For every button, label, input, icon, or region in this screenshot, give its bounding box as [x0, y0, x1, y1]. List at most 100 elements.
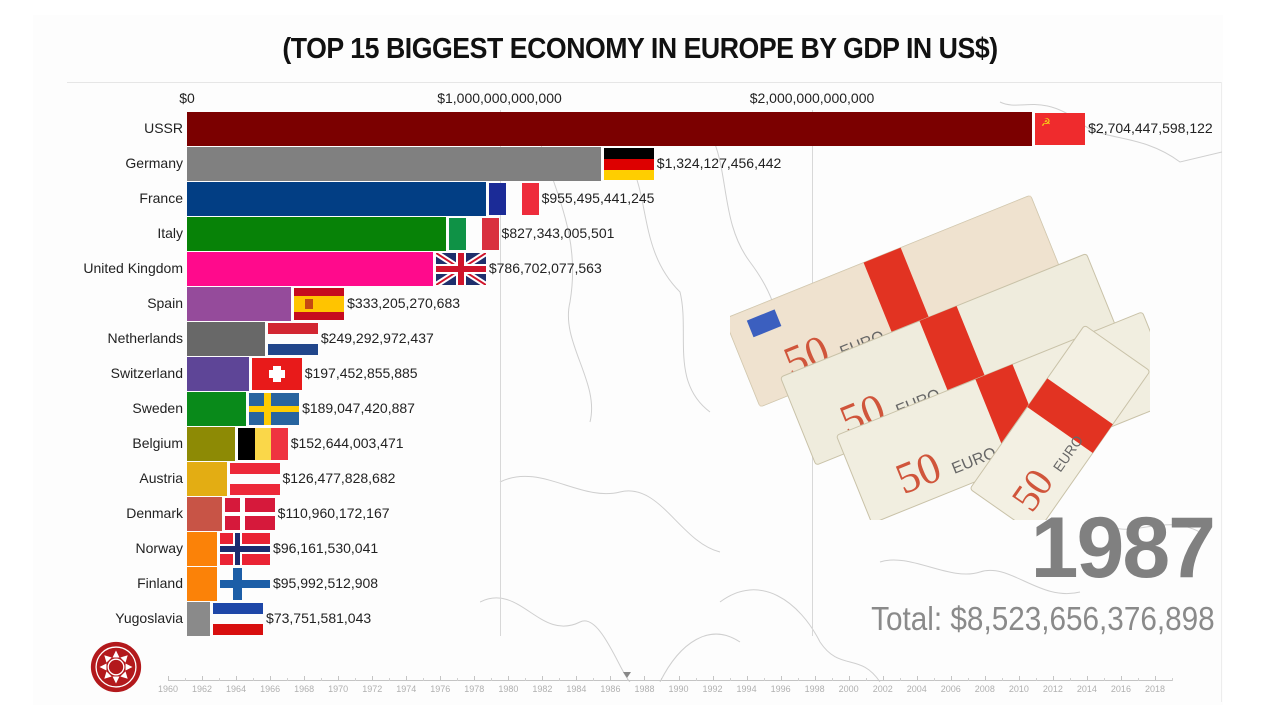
timeline-year-label[interactable]: 1962 [192, 684, 213, 694]
timeline-year-label[interactable]: 2018 [1144, 684, 1165, 694]
value-label: $827,343,005,501 [501, 225, 615, 241]
bar [187, 147, 601, 181]
spain-flag-icon [294, 288, 345, 320]
italy-flag-icon [448, 218, 499, 250]
bar-row-belgium: Belgium $152,644,003,471 [0, 427, 1280, 461]
timeline-year-label[interactable]: 1978 [464, 684, 485, 694]
bar [187, 602, 211, 636]
timeline-year-label[interactable]: 1984 [566, 684, 587, 694]
country-label: Austria [139, 470, 183, 486]
timeline-year-label[interactable]: 1974 [396, 684, 417, 694]
timeline-year-label[interactable]: 2014 [1076, 684, 1097, 694]
timeline-year-label[interactable]: 1976 [430, 684, 451, 694]
timeline-year-label[interactable]: 2002 [872, 684, 893, 694]
bar-row-france: France $955,495,441,245 [0, 182, 1280, 216]
country-label: Sweden [132, 400, 183, 416]
timeline-tick [1086, 676, 1088, 681]
timeline-tick [1120, 676, 1122, 681]
timeline-year-label[interactable]: 1998 [804, 684, 825, 694]
timeline-tick [797, 678, 799, 681]
timeline-year-label[interactable]: 1980 [498, 684, 519, 694]
timeline-slider[interactable]: 1960 1962 1964 1966 1968 1970 1972 1974 1976 1978… [158, 676, 1173, 694]
country-label: Finland [137, 575, 183, 591]
timeline-year-label[interactable]: 1970 [328, 684, 349, 694]
bar-row-norway: Norway $96,161,530,041 [0, 532, 1280, 566]
bar [187, 252, 433, 286]
timeline-tick [610, 676, 612, 681]
value-label: $110,960,172,167 [277, 505, 390, 521]
value-label: $96,161,530,041 [273, 540, 379, 556]
norway-flag-icon [220, 533, 271, 565]
timeline-year-label[interactable]: 2016 [1110, 684, 1131, 694]
value-label: $2,704,447,598,122 [1088, 120, 1213, 136]
timeline-tick [219, 678, 221, 681]
bar-row-denmark: Denmark $110,960,172,167 [0, 497, 1280, 531]
svg-text:☭: ☭ [1041, 116, 1051, 129]
france-flag-icon [488, 183, 539, 215]
timeline-tick [321, 678, 323, 681]
uk-flag-icon [435, 253, 486, 285]
bar [187, 427, 235, 461]
axis-tick-label: $2,000,000,000,000 [749, 90, 875, 106]
sweden-flag-icon [249, 393, 300, 425]
total-gdp: Total: $8,523,656,376,898 [871, 600, 1215, 637]
timeline-tick [1069, 678, 1071, 681]
timeline-year-label[interactable]: 1972 [362, 684, 383, 694]
timeline-tick [168, 676, 169, 681]
timeline-year-label[interactable]: 2004 [906, 684, 927, 694]
timeline-year-label[interactable]: 2010 [1008, 684, 1029, 694]
timeline-year-label[interactable]: 1964 [226, 684, 247, 694]
axis-tick-label: $0 [179, 90, 195, 106]
timeline-tick [967, 678, 969, 681]
denmark-flag-icon [224, 498, 275, 530]
bar [187, 287, 292, 321]
country-label: Germany [125, 155, 183, 171]
europe-map-outline [480, 101, 1222, 682]
timeline-tick [338, 676, 340, 681]
timeline-year-label[interactable]: 2012 [1042, 684, 1063, 694]
ussr-flag-icon: ☭ [1035, 113, 1086, 145]
timeline-tick [882, 676, 884, 681]
switzerland-flag-icon [251, 358, 302, 390]
timeline-year-label[interactable]: 1960 [157, 684, 179, 694]
timeline-year-label[interactable]: 1982 [532, 684, 553, 694]
gridline [499, 110, 501, 636]
timeline-year-label[interactable]: 1966 [260, 684, 281, 694]
timeline-tick [865, 678, 867, 681]
timeline-tick [848, 676, 850, 681]
country-label: United Kingdom [83, 260, 183, 276]
belgium-flag-icon [237, 428, 288, 460]
timeline-tick [423, 678, 425, 681]
timeline-year-label[interactable]: 2006 [940, 684, 961, 694]
bar-row-germany: Germany $1,324,127,456,442 [0, 147, 1280, 181]
timeline-tick [236, 676, 238, 681]
timeline-tick [287, 678, 289, 681]
country-label: Norway [135, 540, 183, 556]
timeline-tick [253, 678, 255, 681]
timeline-tick [304, 676, 306, 681]
germany-flag-icon [603, 148, 654, 180]
timeline-tick [372, 676, 374, 681]
timeline-year-label[interactable]: 2008 [974, 684, 995, 694]
timeline-year-label[interactable]: 1994 [736, 684, 757, 694]
timeline-year-label[interactable]: 1988 [634, 684, 655, 694]
timeline-tick [1035, 678, 1037, 681]
timeline-year-label[interactable]: 1990 [668, 684, 689, 694]
timeline-tick [508, 676, 510, 681]
timeline-tick [644, 676, 646, 681]
timeline-year-label[interactable]: 2000 [838, 684, 859, 694]
timeline-tick [1103, 678, 1105, 681]
timeline-tick [559, 678, 561, 681]
bar [187, 357, 249, 391]
timeline-year-label[interactable]: 1986 [600, 684, 621, 694]
timeline-tick [457, 678, 459, 681]
bar-row-yugoslavia: Yugoslavia $73,751,581,043 [0, 602, 1280, 636]
timeline-year-label[interactable]: 1996 [770, 684, 791, 694]
country-label: Netherlands [107, 330, 184, 346]
country-label: Belgium [132, 435, 183, 451]
timeline-tick [474, 676, 476, 681]
timeline-year-label[interactable]: 1992 [702, 684, 723, 694]
timeline-pointer-icon[interactable] [623, 672, 632, 678]
timeline-year-label[interactable]: 1968 [294, 684, 315, 694]
country-label: Denmark [126, 505, 183, 521]
